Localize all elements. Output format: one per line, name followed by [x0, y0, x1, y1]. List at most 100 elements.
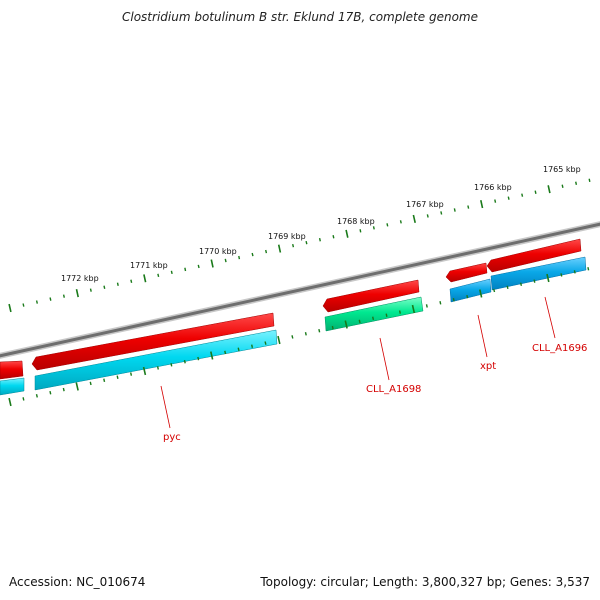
kbp-label-1769: 1769 kbp [268, 232, 306, 241]
outer-ruler-tick [116, 282, 119, 286]
gene-reverse-left-edge[interactable] [0, 377, 25, 396]
outer-ruler-tick [22, 303, 25, 307]
gene-xpt-forward[interactable] [445, 262, 488, 283]
gene-label-xpt[interactable]: xpt [480, 361, 496, 372]
outer-ruler-tick [62, 294, 65, 298]
inner-ruler-tick [22, 397, 25, 401]
kbp-label-1765: 1765 kbp [543, 165, 581, 174]
inner-ruler-tick [331, 325, 334, 330]
outer-ruler-tick [561, 184, 564, 188]
outer-ruler-tick [547, 185, 551, 194]
outer-ruler-tick [575, 181, 578, 185]
kbp-label-1771: 1771 kbp [130, 261, 168, 270]
gene-cll-a1696-forward[interactable] [486, 238, 582, 273]
outer-ruler-tick [224, 258, 227, 263]
inner-ruler-tick [35, 394, 38, 398]
inner-ruler-tick [62, 387, 65, 392]
gene-cll-a1696-reverse[interactable] [490, 256, 587, 291]
outer-ruler-tick [75, 289, 79, 298]
reverse-strand [0, 256, 587, 396]
outer-ruler-tick [453, 208, 456, 212]
outer-ruler-tick [238, 255, 241, 260]
forward-strand [0, 238, 582, 380]
inner-ruler-tick [142, 366, 147, 376]
inner-ruler-tick [358, 319, 361, 324]
inner-ruler-tick [587, 267, 590, 271]
outer-ruler-tick [305, 240, 308, 245]
inner-ruler-tick [49, 390, 52, 395]
kbp-label-1767: 1767 kbp [406, 200, 444, 209]
outer-ruler-tick [89, 288, 92, 292]
outer-ruler-tick [372, 226, 375, 230]
outer-ruler-tick [292, 243, 295, 248]
inner-ruler-tick [546, 273, 550, 283]
inner-ruler-tick [183, 359, 186, 364]
inner-ruler-tick [304, 332, 307, 336]
gene-label-cll-a1698[interactable]: CLL_A1698 [366, 384, 421, 395]
inner-ruler-tick [156, 366, 159, 370]
outer-ruler-tick [494, 199, 497, 203]
inner-ruler-tick [452, 297, 455, 302]
outer-ruler-tick [345, 229, 349, 238]
gene-forward-left-edge[interactable] [0, 360, 24, 380]
inner-ruler-tick [210, 351, 214, 360]
gene-pyc-reverse[interactable] [34, 329, 278, 391]
gene-label-cll-a1696[interactable]: CLL_A1696 [532, 343, 587, 354]
outer-ruler-tick [359, 229, 362, 233]
outer-ruler-tick [521, 193, 524, 197]
outer-ruler-tick [35, 300, 38, 304]
outer-ruler-tick [507, 196, 510, 200]
outer-ruler-ticks [8, 178, 591, 313]
outer-ruler-tick [170, 270, 173, 275]
outer-ruler-tick [265, 249, 268, 254]
inner-ruler-tick [560, 273, 563, 277]
gene-label-pyc[interactable]: pyc [163, 432, 181, 443]
outer-ruler-tick [386, 223, 389, 227]
outer-ruler-tick [184, 267, 187, 272]
outer-ruler-tick [103, 285, 106, 289]
inner-ruler-tick [8, 397, 12, 407]
genome-title: Clostridium botulinum B str. Eklund 17B,… [122, 10, 478, 24]
inner-ruler-tick [466, 294, 469, 299]
outer-ruler-tick [534, 190, 537, 194]
outer-ruler-tick [49, 297, 52, 301]
inner-ruler-tick [89, 381, 92, 386]
outer-ruler-tick [251, 252, 254, 257]
inner-ruler-tick [493, 288, 496, 293]
inner-ruler-tick [318, 328, 321, 333]
inner-ruler-tick [425, 304, 428, 308]
kbp-label-1770: 1770 kbp [199, 247, 237, 256]
inner-ruler-tick [439, 301, 442, 305]
inner-ruler-tick [533, 279, 536, 283]
inner-ruler-tick [398, 310, 401, 314]
outer-ruler-tick [480, 200, 484, 209]
inner-ruler-tick [506, 285, 509, 290]
gene-xpt-reverse[interactable] [449, 278, 492, 303]
inner-ruler-tick [75, 382, 79, 391]
outer-ruler-tick [412, 214, 416, 223]
outer-ruler-tick [588, 178, 591, 183]
leader-line-pyc [160, 385, 171, 429]
inner-ruler-tick [103, 378, 106, 383]
inner-ruler-tick [264, 341, 267, 345]
outer-ruler: 1772 kbp 1771 kbp 1770 kbp 1769 kbp 1768… [8, 165, 591, 313]
outer-ruler-tick [130, 279, 133, 283]
gene-pyc-forward[interactable] [31, 312, 275, 371]
inner-ruler-tick [479, 289, 483, 298]
inner-ruler-tick [372, 316, 375, 321]
outer-ruler-tick [143, 274, 147, 283]
outer-ruler-tick [210, 259, 214, 268]
outer-ruler-tick [277, 244, 282, 253]
kbp-label-1772: 1772 kbp [61, 274, 99, 283]
outer-ruler-tick [467, 205, 470, 209]
gene-cll-a1698-forward[interactable] [322, 279, 420, 313]
inner-ruler-tick [344, 320, 348, 329]
inner-ruler-tick [130, 372, 133, 376]
inner-ruler-tick [170, 363, 173, 367]
genome-summary-text: Topology: circular; Length: 3,800,327 bp… [260, 575, 590, 589]
kbp-label-1768: 1768 kbp [337, 217, 375, 226]
gene-cll-a1698-reverse[interactable] [324, 296, 424, 332]
inner-ruler-tick [116, 375, 119, 379]
outer-ruler-tick [332, 235, 335, 239]
